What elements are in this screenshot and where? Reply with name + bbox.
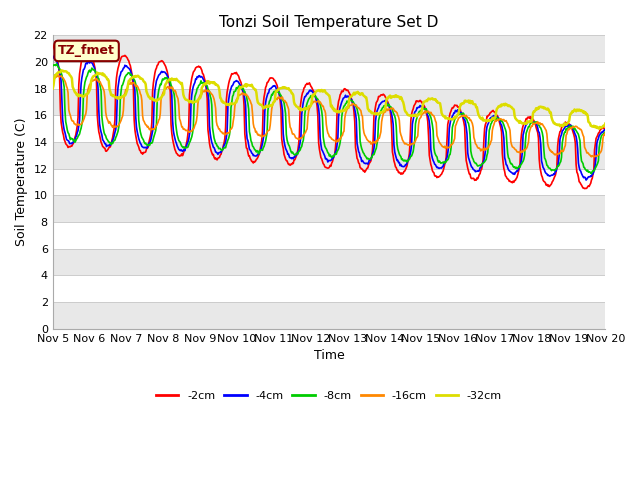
Legend: -2cm, -4cm, -8cm, -16cm, -32cm: -2cm, -4cm, -8cm, -16cm, -32cm (152, 386, 506, 405)
Bar (52, 249, 605, 276)
Y-axis label: Soil Temperature (C): Soil Temperature (C) (15, 118, 28, 246)
Bar (52, 36, 605, 62)
Text: TZ_fmet: TZ_fmet (58, 45, 115, 58)
Bar (52, 302, 605, 329)
Bar (52, 195, 605, 222)
Title: Tonzi Soil Temperature Set D: Tonzi Soil Temperature Set D (220, 15, 438, 30)
X-axis label: Time: Time (314, 349, 344, 362)
Bar (52, 89, 605, 115)
Bar (52, 142, 605, 168)
